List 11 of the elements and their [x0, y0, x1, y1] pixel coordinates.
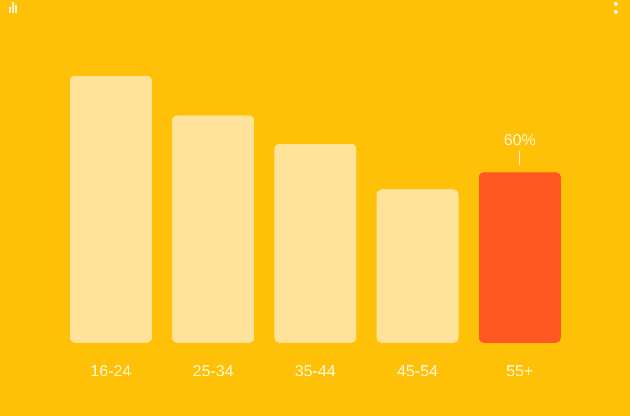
x-tick-label: 25-34: [192, 363, 234, 380]
bar: [70, 76, 152, 343]
x-tick-label: 55+: [506, 363, 534, 380]
bar: [172, 116, 254, 343]
bar: [479, 172, 562, 343]
x-tick-label: 35-44: [295, 363, 336, 380]
data-label: 60%: [504, 132, 536, 150]
bar: [376, 190, 459, 343]
bar: [274, 144, 357, 343]
x-tick-label: 16-24: [90, 363, 132, 380]
x-tick-label: 45-54: [397, 363, 438, 380]
